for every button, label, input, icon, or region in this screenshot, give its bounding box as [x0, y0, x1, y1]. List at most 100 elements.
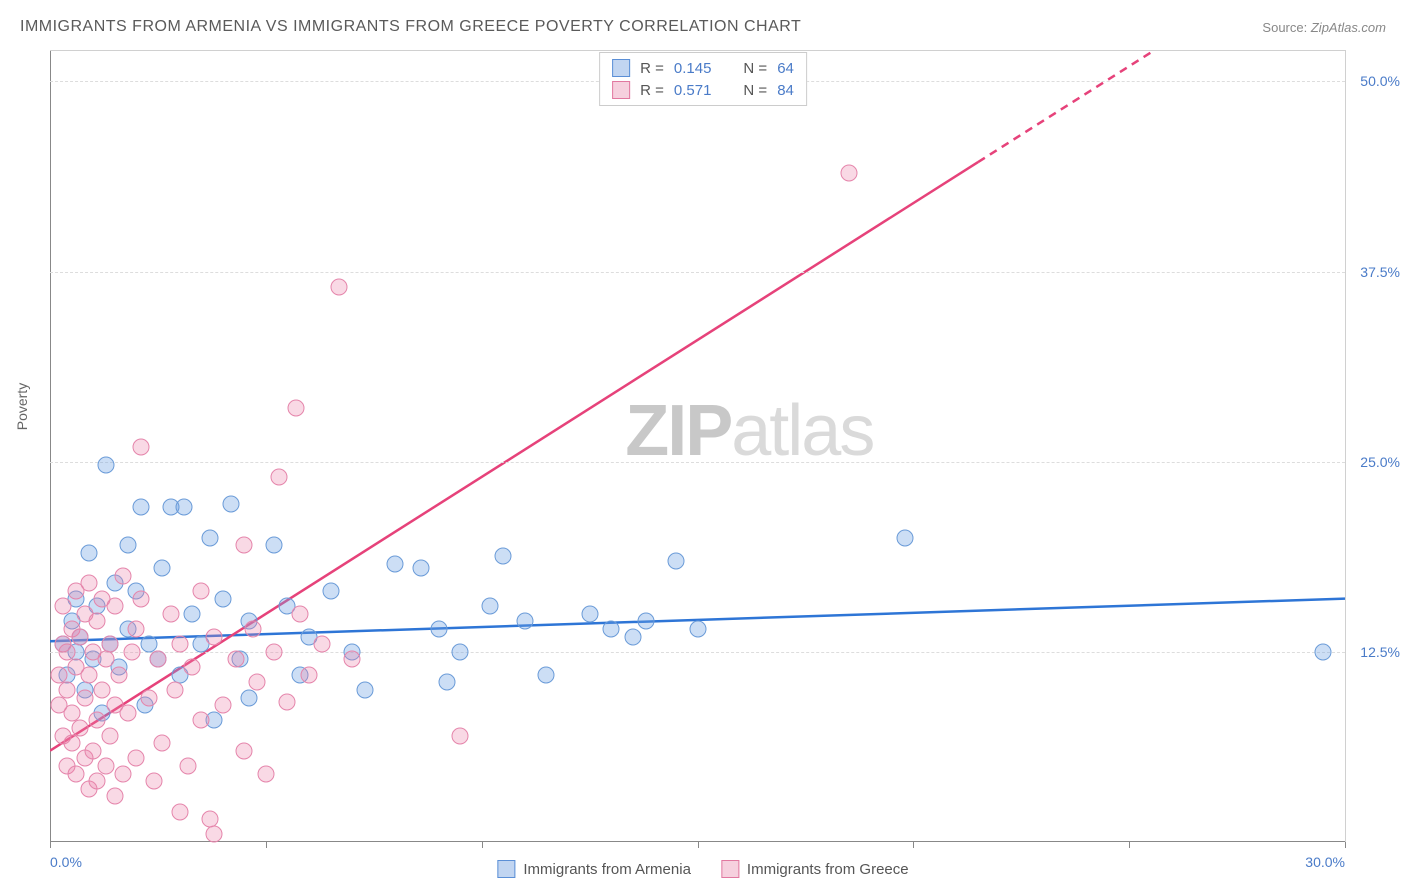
r-value-greece: 0.571: [674, 82, 712, 99]
data-point: [206, 628, 223, 645]
data-point: [111, 666, 128, 683]
n-label: N =: [743, 82, 767, 99]
swatch-armenia: [612, 59, 630, 77]
data-point: [128, 621, 145, 638]
swatch-greece: [612, 81, 630, 99]
data-point: [167, 681, 184, 698]
data-point: [171, 636, 188, 653]
x-tick: [266, 842, 267, 848]
data-point: [292, 605, 309, 622]
data-point: [214, 697, 231, 714]
data-point: [430, 621, 447, 638]
data-point: [80, 575, 97, 592]
data-point: [257, 765, 274, 782]
data-point: [102, 727, 119, 744]
data-point: [102, 636, 119, 653]
data-point: [162, 605, 179, 622]
y-tick-label: 12.5%: [1360, 644, 1400, 660]
data-point: [154, 735, 171, 752]
data-point: [581, 605, 598, 622]
n-value-armenia: 64: [777, 60, 794, 77]
data-point: [240, 689, 257, 706]
grid-line-h: [50, 272, 1345, 273]
data-point: [387, 555, 404, 572]
data-point: [301, 666, 318, 683]
data-point: [132, 590, 149, 607]
correlation-legend: R = 0.145 N = 64 R = 0.571 N = 84: [599, 52, 807, 106]
data-point: [141, 689, 158, 706]
data-point: [322, 583, 339, 600]
data-point: [171, 803, 188, 820]
data-point: [270, 468, 287, 485]
r-label: R =: [640, 82, 664, 99]
data-point: [175, 499, 192, 516]
data-point: [124, 643, 141, 660]
data-point: [236, 537, 253, 554]
data-point: [637, 613, 654, 630]
data-point: [266, 643, 283, 660]
data-point: [439, 674, 456, 691]
data-point: [201, 529, 218, 546]
data-point: [106, 788, 123, 805]
data-point: [516, 613, 533, 630]
data-point: [89, 712, 106, 729]
data-point: [98, 757, 115, 774]
source-value: ZipAtlas.com: [1311, 20, 1386, 35]
data-point: [357, 681, 374, 698]
legend-item-greece: Immigrants from Greece: [721, 860, 909, 878]
data-point: [80, 666, 97, 683]
data-point: [98, 456, 115, 473]
chart-title: IMMIGRANTS FROM ARMENIA VS IMMIGRANTS FR…: [20, 18, 801, 36]
trend-line-dashed: [978, 51, 1153, 162]
series-legend: Immigrants from Armenia Immigrants from …: [497, 860, 908, 878]
data-point: [115, 567, 132, 584]
data-point: [98, 651, 115, 668]
data-point: [180, 757, 197, 774]
data-point: [482, 598, 499, 615]
data-point: [80, 544, 97, 561]
data-point: [667, 552, 684, 569]
data-point: [538, 666, 555, 683]
data-point: [227, 651, 244, 668]
data-point: [54, 598, 71, 615]
data-point: [193, 712, 210, 729]
data-point: [288, 400, 305, 417]
n-value-greece: 84: [777, 82, 794, 99]
legend-item-armenia: Immigrants from Armenia: [497, 860, 691, 878]
data-point: [223, 496, 240, 513]
data-point: [119, 704, 136, 721]
data-point: [1315, 643, 1332, 660]
swatch-armenia: [497, 860, 515, 878]
data-point: [214, 590, 231, 607]
data-point: [344, 651, 361, 668]
data-point: [128, 750, 145, 767]
data-point: [624, 628, 641, 645]
data-point: [154, 560, 171, 577]
data-point: [72, 628, 89, 645]
data-point: [89, 613, 106, 630]
data-point: [184, 659, 201, 676]
x-tick: [1345, 842, 1346, 848]
source-attribution: Source: ZipAtlas.com: [1262, 20, 1386, 35]
x-tick: [1129, 842, 1130, 848]
data-point: [689, 621, 706, 638]
data-point: [115, 765, 132, 782]
chart-container: IMMIGRANTS FROM ARMENIA VS IMMIGRANTS FR…: [0, 0, 1406, 892]
x-tick: [913, 842, 914, 848]
data-point: [266, 537, 283, 554]
r-label: R =: [640, 60, 664, 77]
data-point: [331, 278, 348, 295]
data-point: [279, 694, 296, 711]
data-point: [249, 674, 266, 691]
data-point: [840, 164, 857, 181]
data-point: [603, 621, 620, 638]
data-point: [244, 621, 261, 638]
y-axis-line: [50, 51, 51, 842]
watermark-zip: ZIP: [625, 391, 731, 471]
plot-area: ZIPatlas 12.5%25.0%37.5%50.0%0.0%30.0%: [50, 50, 1346, 842]
series-name-greece: Immigrants from Greece: [747, 861, 909, 878]
data-point: [896, 529, 913, 546]
data-point: [145, 773, 162, 790]
data-point: [413, 560, 430, 577]
data-point: [184, 605, 201, 622]
